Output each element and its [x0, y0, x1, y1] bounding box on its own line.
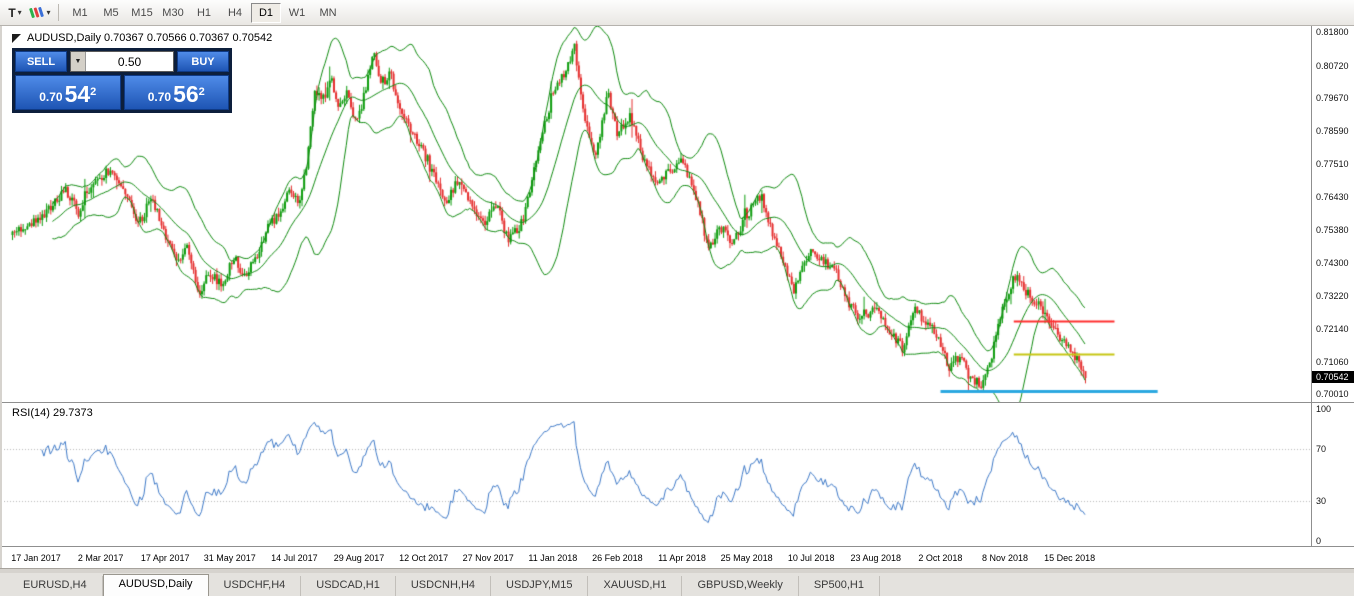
- timeframe-button-m30[interactable]: M30: [158, 3, 188, 23]
- date-label: 14 Jul 2017: [271, 553, 318, 563]
- price-tick: 0.78590: [1316, 125, 1349, 136]
- timeframe-button-h4[interactable]: H4: [220, 3, 250, 23]
- price-tick: 0.71060: [1316, 357, 1349, 368]
- timeframe-button-h1[interactable]: H1: [189, 3, 219, 23]
- top-toolbar: T ▾ ▾ M1 M5 M15 M30 H1 H4 D1 W1 MN: [0, 0, 1354, 26]
- sell-price-point: 2: [90, 86, 97, 98]
- date-label: 12 Oct 2017: [399, 553, 449, 563]
- timeframe-button-w1[interactable]: W1: [282, 3, 312, 23]
- rsi-indicator-label: RSI(14) 29.7373: [12, 407, 93, 419]
- trade-panel-top-row: SELL ▼ 0.50 BUY: [15, 51, 229, 72]
- date-label: 17 Jan 2017: [11, 553, 61, 563]
- one-click-trading-panel: SELL ▼ 0.50 BUY 0.70 54 2 0.70 56 2: [12, 48, 232, 113]
- current-price-badge: 0.70542: [1312, 370, 1354, 383]
- price-scale[interactable]: 0.70542 0.81800 0.80720 0.79670 0.78590 0.77…: [1311, 26, 1354, 402]
- buy-button[interactable]: BUY: [177, 51, 229, 72]
- timeframe-button-d1[interactable]: D1: [251, 2, 281, 23]
- colors-button[interactable]: ▾: [28, 2, 52, 23]
- timeframe-button-m1[interactable]: M1: [65, 3, 95, 23]
- price-tick: 0.79670: [1316, 92, 1349, 103]
- sell-price-pips: 54: [64, 81, 91, 107]
- chart-tab-bar: EURUSD,H4 AUDUSD,Daily USDCHF,H4 USDCAD,H1 U…: [0, 573, 1354, 596]
- date-label: 25 May 2018: [720, 553, 773, 563]
- sell-price-button[interactable]: 0.70 54 2: [15, 75, 121, 110]
- price-tick: 0.77510: [1316, 159, 1349, 170]
- price-tick: 0.76430: [1316, 192, 1349, 203]
- chart-tab-sp500-h1[interactable]: SP500,H1: [799, 576, 880, 596]
- price-tick: 0.75380: [1316, 224, 1349, 235]
- date-label: 29 Aug 2017: [333, 553, 385, 563]
- price-tick: 0.80720: [1316, 60, 1349, 71]
- date-label: 23 Aug 2018: [850, 553, 902, 563]
- chart-tab-usdchf-h4[interactable]: USDCHF,H4: [209, 576, 302, 596]
- text-tool-icon: T: [8, 5, 16, 20]
- price-tick: 0.72140: [1316, 323, 1349, 334]
- date-label: 27 Nov 2017: [462, 553, 514, 563]
- price-tick: 0.81800: [1316, 27, 1349, 38]
- chevron-down-icon: ▾: [46, 8, 51, 17]
- timeframe-buttons: M1 M5 M15 M30 H1 H4 D1 W1 MN: [65, 2, 343, 23]
- chart-tab-usdcad-h1[interactable]: USDCAD,H1: [301, 576, 396, 596]
- date-label: 8 Nov 2018: [981, 553, 1029, 563]
- time-axis[interactable]: 17 Jan 2017 2 Mar 2017 17 Apr 2017 31 May 2…: [2, 546, 1354, 568]
- date-label: 26 Feb 2018: [592, 553, 643, 563]
- main-chart-pane: AUDUSD,Daily 0.70367 0.70566 0.70367 0.7…: [2, 26, 1354, 402]
- buy-price-button[interactable]: 0.70 56 2: [123, 75, 229, 110]
- chart-tab-usdcnh-h4[interactable]: USDCNH,H4: [396, 576, 492, 596]
- timeframe-button-m5[interactable]: M5: [96, 3, 126, 23]
- price-tick: 0.70010: [1316, 389, 1349, 400]
- rsi-scale-tick: 70: [1316, 443, 1327, 454]
- lot-size-value: 0.50: [117, 54, 142, 69]
- date-label: 17 Apr 2017: [140, 553, 190, 563]
- rsi-scale-tick: 30: [1316, 496, 1327, 507]
- chart-tab-eurusd-h4[interactable]: EURUSD,H4: [8, 576, 103, 596]
- chevron-down-icon: ▾: [17, 8, 22, 17]
- sell-button[interactable]: SELL: [15, 51, 67, 72]
- text-tool-button[interactable]: T ▾: [3, 2, 27, 23]
- one-click-trading-toggle[interactable]: [12, 33, 21, 43]
- lot-size-field[interactable]: ▼ 0.50: [70, 51, 174, 72]
- rsi-scale: 100 70 30 0: [1311, 403, 1354, 546]
- sell-price-prefix: 0.70: [39, 90, 63, 104]
- chart-info: AUDUSD,Daily 0.70367 0.70566 0.70367 0.7…: [12, 32, 272, 44]
- buy-price-point: 2: [198, 86, 205, 98]
- chart-tab-usdjpy-m15[interactable]: USDJPY,M15: [491, 576, 589, 596]
- crayons-icon: [29, 6, 45, 18]
- trade-panel-price-row: 0.70 54 2 0.70 56 2: [15, 75, 229, 110]
- date-label: 15 Dec 2018: [1044, 553, 1096, 563]
- window-bottom-strip: [0, 568, 1354, 573]
- chart-window: AUDUSD,Daily 0.70367 0.70566 0.70367 0.7…: [0, 26, 1354, 568]
- buy-price-pips: 56: [173, 81, 199, 107]
- date-label: 10 Jul 2018: [787, 553, 835, 563]
- chart-tab-gbpusd-weekly[interactable]: GBPUSD,Weekly: [682, 576, 799, 596]
- chart-ohlc-text: AUDUSD,Daily 0.70367 0.70566 0.70367 0.7…: [27, 32, 273, 44]
- rsi-canvas[interactable]: [4, 403, 1312, 547]
- date-label: 31 May 2017: [203, 553, 256, 563]
- price-tick: 0.73220: [1316, 290, 1349, 301]
- chart-tab-audusd-daily[interactable]: AUDUSD,Daily: [102, 574, 209, 596]
- price-tick: 0.74300: [1316, 257, 1349, 268]
- rsi-scale-tick: 100: [1316, 404, 1332, 414]
- chart-tab-xauusd-h1[interactable]: XAUUSD,H1: [588, 576, 683, 596]
- date-label: 2 Mar 2017: [77, 553, 124, 563]
- date-label: 11 Jan 2018: [528, 553, 578, 563]
- rsi-scale-tick: 0: [1316, 536, 1322, 546]
- lot-dropdown-button[interactable]: ▼: [71, 52, 86, 71]
- date-label: 2 Oct 2018: [918, 553, 963, 563]
- buy-price-prefix: 0.70: [147, 90, 172, 104]
- timeframe-button-mn[interactable]: MN: [313, 3, 343, 23]
- date-label: 11 Apr 2018: [658, 553, 706, 563]
- timeframe-button-m15[interactable]: M15: [127, 3, 157, 23]
- rsi-pane: RSI(14) 29.7373 100 70 30 0: [2, 402, 1354, 547]
- toolbar-separator: [58, 4, 59, 21]
